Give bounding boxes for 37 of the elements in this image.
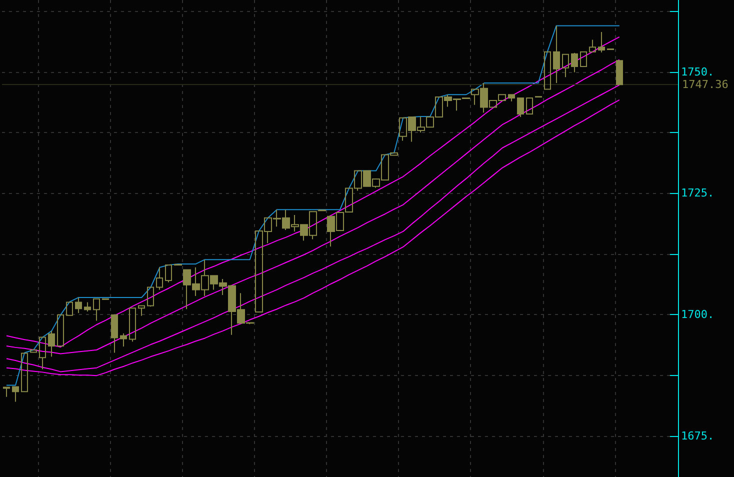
candlestick [84,302,91,312]
candlestick [580,51,587,67]
candlestick [111,314,118,354]
y-tick-label: 1725. [681,186,714,200]
y-tick-label: 1675. [681,429,714,442]
y-tick-label: 1750. [681,65,714,78]
candlestick [39,336,46,370]
candlestick [21,352,28,393]
candlestick [174,263,182,266]
candlestick [12,386,19,402]
candlestick [156,266,163,290]
candlestick [508,94,515,102]
candlestick [129,308,136,342]
candlestick [57,314,64,346]
candlestick [102,298,109,300]
candlestick [598,32,605,53]
candlestick [165,264,172,283]
candlestick [75,296,82,314]
candlestick [589,39,596,53]
candlestick [3,386,10,398]
candlestick [120,332,127,347]
candlestick [318,209,326,212]
candlestick [48,330,55,358]
candlestick [616,60,623,86]
candlestick [30,349,37,353]
candlestick [526,98,533,115]
candlestick [66,301,73,316]
candlestick [147,286,154,308]
candlestick [562,54,569,78]
candlestick [544,51,551,90]
candlestick [571,52,578,73]
candlestick [553,25,560,84]
candlestick [517,98,524,118]
y-tick-label: 1700. [681,308,714,321]
ref-line-label: 1747.36 [682,78,728,92]
candlestick [93,298,100,322]
candlestick [138,305,145,316]
